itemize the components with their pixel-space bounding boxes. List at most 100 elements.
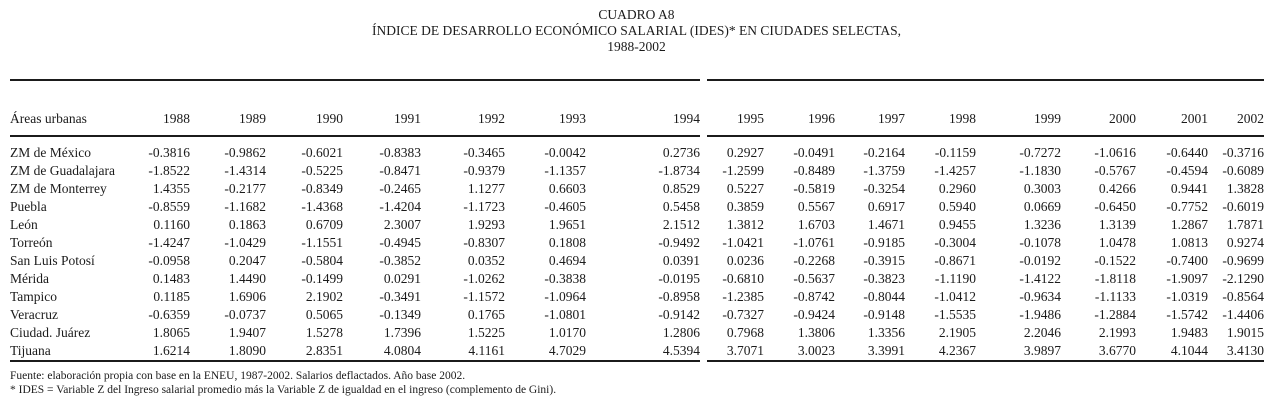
value-cell: -1.1723 (463, 199, 505, 214)
row-label: Torreón (10, 235, 53, 250)
section-gap (700, 216, 707, 234)
value-cell: -0.6019 (1222, 199, 1264, 214)
value-cell: -0.3816 (148, 145, 190, 160)
year-header: 1992 (421, 79, 505, 137)
table-header-row: Áreas urbanas 1988 1989 1990 1991 1992 1993 199… (10, 79, 1264, 137)
value-cell: -0.2164 (863, 145, 905, 160)
value-cell: 1.2806 (662, 325, 700, 340)
value-cell: -0.1499 (301, 271, 343, 286)
value-cell: -0.9185 (863, 235, 905, 250)
value-cell: -1.8734 (658, 163, 700, 178)
value-cell: 1.0478 (1098, 235, 1136, 250)
value-cell: 0.3859 (726, 199, 764, 214)
value-cell: 2.8351 (266, 342, 343, 362)
value-cell: -1.4247 (148, 235, 190, 250)
value-cell: -0.7327 (722, 307, 764, 322)
value-cell: -0.7752 (1166, 199, 1208, 214)
value-cell: -0.6440 (1166, 145, 1208, 160)
areas-urbanas-header: Áreas urbanas (10, 79, 142, 137)
value-cell: 1.4355 (152, 181, 190, 196)
value-cell: 0.3003 (1023, 181, 1061, 196)
value-cell: -0.3004 (934, 235, 976, 250)
value-cell: -0.5637 (793, 271, 835, 286)
value-cell: -0.3852 (379, 253, 421, 268)
year-header: 1991 (343, 79, 421, 137)
value-cell: -0.7400 (1166, 253, 1208, 268)
value-cell: -0.9148 (863, 307, 905, 322)
year-header: 1997 (835, 79, 905, 137)
table-row: Tijuana 1.6214 1.8090 2.8351 4.0804 4.1161 4.7… (10, 342, 1264, 362)
section-gap (700, 136, 707, 162)
value-cell: -1.0319 (1166, 289, 1208, 304)
value-cell: 3.7071 (707, 342, 764, 362)
section-gap (700, 288, 707, 306)
value-cell: -0.6021 (301, 145, 343, 160)
value-cell: -0.6810 (722, 271, 764, 286)
value-cell: 4.2367 (905, 342, 976, 362)
value-cell: 0.0352 (467, 253, 505, 268)
table-title: ÍNDICE DE DESARROLLO ECONÓMICO SALARIAL … (371, 23, 902, 38)
value-cell: 1.5225 (467, 325, 505, 340)
value-cell: 0.8529 (662, 181, 700, 196)
value-cell: 1.7871 (1226, 217, 1264, 232)
value-cell: -1.5742 (1166, 307, 1208, 322)
value-cell: -1.0964 (544, 289, 586, 304)
value-cell: -1.3759 (863, 163, 905, 178)
value-cell: 0.4694 (548, 253, 586, 268)
section-gap (700, 234, 707, 252)
value-cell: -1.1572 (463, 289, 505, 304)
table-number: CUADRO A8 (598, 7, 675, 22)
source-note: Fuente: elaboración propia con base en l… (10, 370, 466, 382)
value-cell: 0.0236 (726, 253, 764, 268)
value-cell: -1.1133 (1094, 289, 1136, 304)
value-cell: 0.6603 (548, 181, 586, 196)
value-cell: -0.2268 (793, 253, 835, 268)
value-cell: 3.3991 (835, 342, 905, 362)
value-cell: 0.5567 (797, 199, 835, 214)
value-cell: 1.4671 (867, 217, 905, 232)
row-label: Puebla (10, 199, 47, 214)
value-cell: -0.0491 (793, 145, 835, 160)
value-cell: -0.5819 (793, 181, 835, 196)
value-cell: -0.3716 (1222, 145, 1264, 160)
table-row: ZM de Guadalajara -1.8522 -1.4314 -0.5225 -0… (10, 162, 1264, 180)
ides-table: Áreas urbanas 1988 1989 1990 1991 1992 1993 199… (10, 79, 1264, 362)
table-row: León 0.1160 0.1863 0.6709 2.3007 1.9293 1.9651… (10, 216, 1264, 234)
value-cell: -1.2599 (722, 163, 764, 178)
section-gap (700, 324, 707, 342)
value-cell: -1.2884 (1094, 307, 1136, 322)
table-period: 1988-2002 (607, 39, 666, 54)
value-cell: -1.4204 (379, 199, 421, 214)
value-cell: -0.0195 (658, 271, 700, 286)
value-cell: 1.3139 (1098, 217, 1136, 232)
value-cell: -0.1159 (934, 145, 976, 160)
year-header: 1988 (142, 79, 190, 137)
value-cell: -0.8349 (301, 181, 343, 196)
value-cell: -0.1522 (1094, 253, 1136, 268)
year-header: 1995 (707, 79, 764, 137)
row-label: León (10, 217, 38, 232)
value-cell: 0.0669 (1023, 199, 1061, 214)
value-cell: -1.0412 (934, 289, 976, 304)
value-cell: 1.2867 (1170, 217, 1208, 232)
value-cell: 1.7396 (383, 325, 421, 340)
value-cell: 0.9441 (1170, 181, 1208, 196)
value-cell: -1.0801 (544, 307, 586, 322)
row-label: Veracruz (10, 307, 58, 322)
value-cell: 0.5458 (662, 199, 700, 214)
value-cell: -0.1078 (1019, 235, 1061, 250)
value-cell: 3.0023 (764, 342, 835, 362)
value-cell: 1.6703 (797, 217, 835, 232)
value-cell: 0.1483 (152, 271, 190, 286)
value-cell: 0.2736 (662, 145, 700, 160)
value-cell: -0.8559 (148, 199, 190, 214)
value-cell: -0.3823 (863, 271, 905, 286)
year-header: 1990 (266, 79, 343, 137)
value-cell: 0.6917 (867, 199, 905, 214)
value-cell: -1.4122 (1019, 271, 1061, 286)
value-cell: 0.2927 (726, 145, 764, 160)
table-row: Torreón -1.4247 -1.0429 -1.1551 -0.4945 -0.83… (10, 234, 1264, 252)
value-cell: -0.3254 (863, 181, 905, 196)
table-row: San Luis Potosí -0.0958 0.2047 -0.5804 -0.38… (10, 252, 1264, 270)
